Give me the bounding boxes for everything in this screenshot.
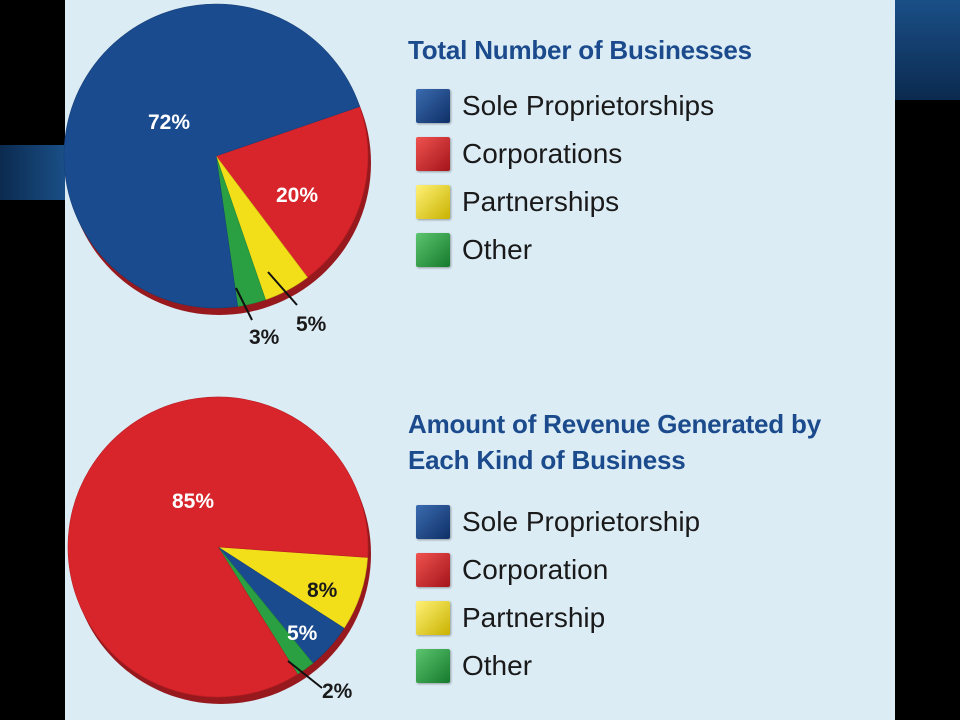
pie-1-label-sole-proprietorships: 72% (148, 111, 190, 134)
pie-1-slice-corporations (215, 106, 369, 278)
pie-2-slice-corporation (67, 396, 369, 698)
pie-chart-2: 85% 8% 5% 2% (67, 396, 371, 704)
legend-label: Corporations (462, 138, 623, 169)
legend-label: Sole Proprietorship (462, 506, 701, 537)
pie-1-label-other: 3% (249, 326, 280, 349)
legend-swatch-corporation (416, 137, 450, 171)
pie-2-label-sole-proprietorship: 5% (287, 622, 318, 645)
pie-1-label-partnerships: 5% (296, 313, 327, 336)
legend-swatch-corporation (416, 553, 450, 587)
decorative-bar-top-right (895, 0, 960, 100)
chart-2-legend: Sole Proprietorship Corporation Partners… (416, 498, 700, 690)
pie-chart-1: 72% 20% 5% 3% (63, 3, 371, 349)
chart-2-title: Amount of Revenue Generated by Each Kind… (408, 409, 821, 475)
legend-item-sole-proprietorship: Sole Proprietorship (416, 498, 700, 546)
legend-label: Corporation (462, 554, 609, 585)
legend-label: Partnerships (462, 186, 620, 217)
legend-item-corporation: Corporation (416, 546, 700, 594)
pie-2-leader-other (287, 660, 323, 689)
legend-item-other: Other (416, 226, 714, 274)
legend-swatch-partnership (416, 185, 450, 219)
pie-1-label-corporations: 20% (276, 184, 318, 207)
legend-swatch-partnership (416, 601, 450, 635)
pie-1-leader-other (235, 287, 253, 321)
chart-1-legend: Sole Proprietorships Corporations Partne… (416, 82, 714, 274)
legend-item-partnership: Partnership (416, 594, 700, 642)
pie-1-leader-partnerships (267, 271, 298, 306)
pie-2-label-partnership: 8% (307, 579, 338, 602)
decorative-bar-left (0, 145, 65, 200)
legend-item-sole-proprietorships: Sole Proprietorships (416, 82, 714, 130)
legend-swatch-other (416, 649, 450, 683)
legend-item-other: Other (416, 642, 700, 690)
legend-item-corporations: Corporations (416, 130, 714, 178)
legend-label: Other (462, 234, 533, 265)
legend-swatch-sole (416, 89, 450, 123)
legend-label: Partnership (462, 602, 606, 633)
pie-2-label-corporation: 85% (172, 490, 214, 513)
legend-label: Sole Proprietorships (462, 90, 715, 121)
legend-label: Other (462, 650, 533, 681)
legend-swatch-sole (416, 505, 450, 539)
pie-2-label-other: 2% (322, 680, 353, 703)
pie-1-slice-sole-proprietorships (63, 3, 361, 309)
chart-1-title: Total Number of Businesses (408, 35, 752, 65)
legend-item-partnerships: Partnerships (416, 178, 714, 226)
legend-swatch-other (416, 233, 450, 267)
